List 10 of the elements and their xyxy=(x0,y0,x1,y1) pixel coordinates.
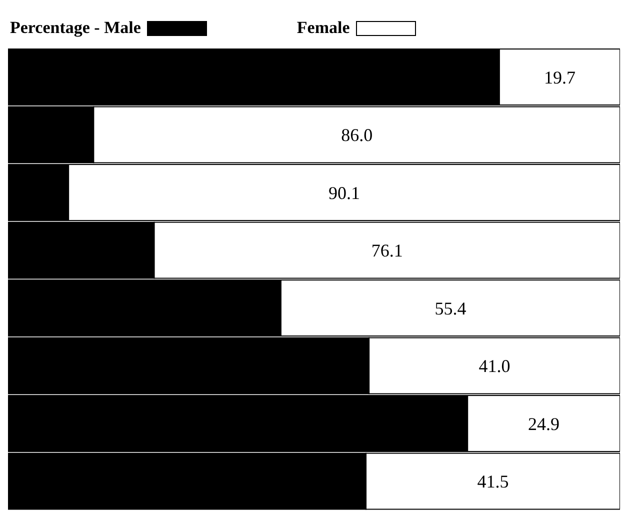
data-label: 19.7 xyxy=(544,67,576,88)
legend-label: Percentage - Male xyxy=(10,18,141,38)
data-label: 24.9 xyxy=(528,414,560,434)
data-label: 86.0 xyxy=(341,125,373,146)
data-label: 90.1 xyxy=(328,182,360,203)
legend-label: Female xyxy=(296,18,350,38)
data-label: 41.0 xyxy=(478,356,510,376)
data-label: 55.4 xyxy=(434,298,466,318)
data-label: 41.5 xyxy=(477,472,509,492)
data-label: 76.1 xyxy=(371,240,403,261)
